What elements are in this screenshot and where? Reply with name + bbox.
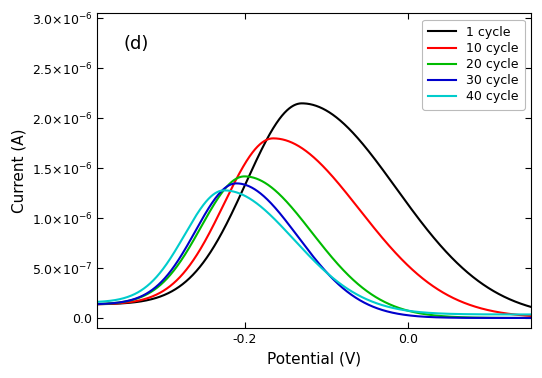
- 20 cycle: [146, 291, 153, 295]
- 30 cycle: [271, 204, 278, 209]
- 10 cycle: [117, 301, 124, 305]
- 40 cycle: [221, 188, 227, 193]
- 20 cycle: [241, 174, 248, 179]
- Line: 20 cycle: 20 cycle: [64, 177, 542, 318]
- 40 cycle: [61, 300, 68, 305]
- 40 cycle: [146, 282, 153, 286]
- 10 cycle: [61, 302, 68, 307]
- Line: 1 cycle: 1 cycle: [64, 103, 542, 312]
- 1 cycle: [249, 166, 256, 170]
- 20 cycle: [61, 302, 68, 307]
- 10 cycle: [270, 136, 276, 141]
- 1 cycle: [117, 301, 124, 306]
- 20 cycle: [250, 175, 256, 180]
- 30 cycle: [117, 300, 124, 305]
- 10 cycle: [490, 309, 496, 313]
- 20 cycle: [271, 187, 278, 192]
- Line: 30 cycle: 30 cycle: [64, 183, 542, 318]
- Legend: 1 cycle, 10 cycle, 20 cycle, 30 cycle, 40 cycle: 1 cycle, 10 cycle, 20 cycle, 30 cycle, 4…: [422, 20, 525, 110]
- 1 cycle: [271, 125, 278, 129]
- 30 cycle: [233, 181, 240, 186]
- 30 cycle: [250, 186, 256, 191]
- Text: (d): (d): [123, 36, 149, 53]
- 40 cycle: [271, 217, 278, 221]
- 30 cycle: [490, 316, 496, 320]
- Line: 40 cycle: 40 cycle: [64, 191, 542, 314]
- 20 cycle: [117, 300, 124, 305]
- 40 cycle: [250, 198, 256, 203]
- 40 cycle: [490, 312, 496, 317]
- 30 cycle: [61, 302, 68, 307]
- Y-axis label: Current (A): Current (A): [11, 129, 26, 213]
- 10 cycle: [146, 295, 153, 300]
- 1 cycle: [490, 288, 496, 293]
- 20 cycle: [490, 316, 496, 320]
- X-axis label: Potential (V): Potential (V): [267, 352, 361, 367]
- 30 cycle: [146, 290, 153, 294]
- 10 cycle: [249, 150, 256, 154]
- 1 cycle: [61, 302, 68, 307]
- 1 cycle: [299, 101, 305, 105]
- Line: 10 cycle: 10 cycle: [64, 138, 542, 317]
- 1 cycle: [146, 297, 153, 302]
- 10 cycle: [271, 136, 278, 141]
- 40 cycle: [117, 297, 124, 301]
